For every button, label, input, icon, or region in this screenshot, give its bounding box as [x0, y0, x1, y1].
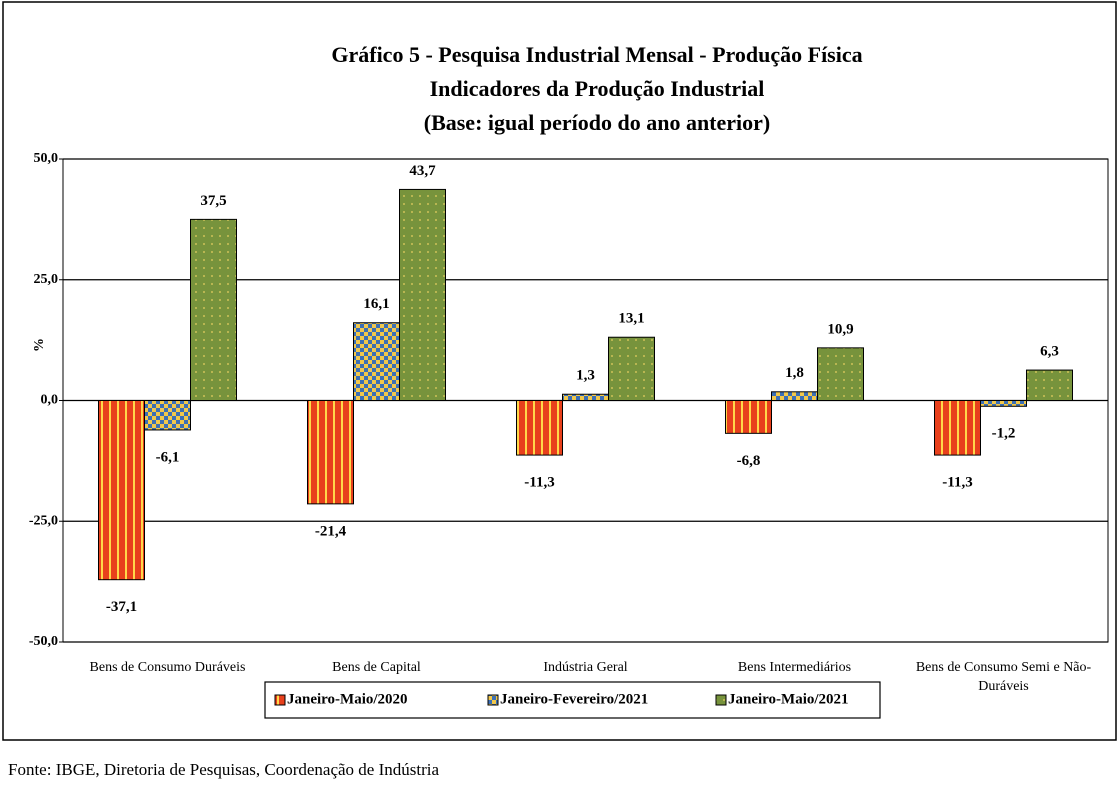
y-tick-label: 25,0 — [34, 272, 59, 287]
data-label: 37,5 — [200, 193, 226, 209]
bar — [771, 391, 818, 401]
legend-swatch — [715, 694, 727, 706]
data-label: -11,3 — [942, 475, 972, 491]
y-tick-label: 0,0 — [41, 393, 59, 408]
x-tick-label: Bens de Consumo Semi e Não-Duráveis — [915, 660, 1092, 694]
data-label: -37,1 — [106, 599, 137, 615]
bar — [980, 400, 1027, 407]
bar — [608, 336, 655, 401]
chart-subtitle: Indicadores da Produção Industrial — [430, 76, 765, 101]
data-label: 43,7 — [409, 163, 436, 179]
bar — [307, 400, 354, 505]
legend-swatch — [487, 694, 499, 706]
data-label: 16,1 — [363, 296, 389, 312]
bar — [562, 393, 609, 402]
bar — [516, 400, 563, 456]
legend-label: Janeiro-Fevereiro/2021 — [500, 691, 648, 707]
data-label: -21,4 — [315, 523, 347, 539]
bar — [353, 322, 400, 401]
bar — [817, 347, 864, 401]
bar — [98, 400, 145, 581]
data-label: -6,8 — [737, 453, 761, 469]
legend-label: Janeiro-Maio/2021 — [728, 691, 849, 707]
data-label: 1,3 — [576, 368, 595, 384]
bar — [725, 400, 772, 434]
chart-frame — [2, 1, 1117, 741]
data-label: 6,3 — [1040, 344, 1059, 360]
chart-title: Gráfico 5 - Pesquisa Industrial Mensal -… — [331, 42, 862, 67]
data-label: -11,3 — [524, 475, 554, 491]
data-label: 10,9 — [827, 321, 853, 337]
x-tick-label: Indústria Geral — [543, 660, 628, 675]
x-tick-label: Bens de Consumo Duráveis — [89, 660, 246, 675]
bar — [190, 218, 237, 401]
legend-label: Janeiro-Maio/2020 — [287, 691, 408, 707]
data-label: -1,2 — [992, 426, 1016, 442]
y-tick-label: -50,0 — [29, 634, 58, 649]
bar — [144, 400, 191, 431]
source-note: Fonte: IBGE, Diretoria de Pesquisas, Coo… — [8, 760, 440, 779]
bar — [399, 188, 446, 401]
y-axis-label: % — [32, 338, 47, 352]
data-label: -6,1 — [156, 449, 180, 465]
bar — [1026, 369, 1073, 402]
data-label: 13,1 — [618, 311, 644, 327]
y-tick-label: 50,0 — [34, 151, 59, 166]
bar — [934, 400, 981, 456]
x-tick-label: Bens de Capital — [332, 660, 421, 675]
x-tick-label: Bens Intermediários — [737, 660, 852, 675]
legend-box — [264, 681, 881, 719]
y-tick-label: -25,0 — [29, 513, 58, 528]
data-label: 1,8 — [785, 365, 804, 381]
chart-subtitle: (Base: igual período do ano anterior) — [424, 110, 771, 135]
legend-swatch — [274, 694, 286, 706]
